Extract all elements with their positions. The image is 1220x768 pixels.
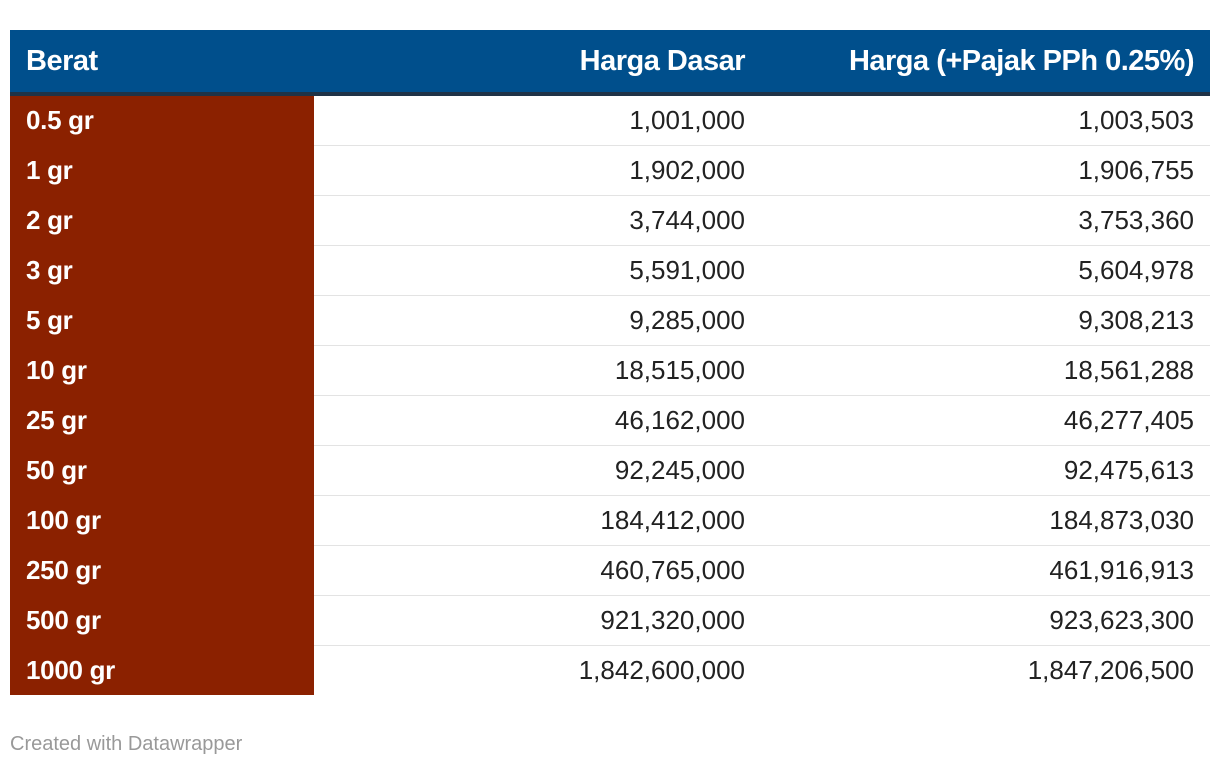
cell-weight: 1 gr — [10, 145, 314, 196]
cell-harga-pajak: 923,623,300 — [761, 595, 1210, 646]
table-row: 5 gr 9,285,000 9,308,213 — [10, 295, 1210, 346]
header-berat[interactable]: Berat — [10, 30, 314, 96]
cell-weight: 1000 gr — [10, 645, 314, 695]
table-header: Berat Harga Dasar Harga (+Pajak PPh 0.25… — [10, 30, 1210, 96]
table-body: 0.5 gr 1,001,000 1,003,503 1 gr 1,902,000 1,9… — [10, 94, 1210, 695]
cell-harga-dasar: 5,591,000 — [314, 245, 761, 296]
cell-weight: 0.5 gr — [10, 94, 314, 146]
cell-harga-dasar: 921,320,000 — [314, 595, 761, 646]
header-harga-pajak[interactable]: Harga (+Pajak PPh 0.25%) — [761, 30, 1210, 96]
cell-harga-dasar: 9,285,000 — [314, 295, 761, 346]
cell-harga-pajak: 1,003,503 — [761, 94, 1210, 146]
table-row: 10 gr 18,515,000 18,561,288 — [10, 345, 1210, 396]
cell-harga-pajak: 9,308,213 — [761, 295, 1210, 346]
cell-harga-dasar: 460,765,000 — [314, 545, 761, 596]
cell-harga-pajak: 1,847,206,500 — [1027, 655, 1194, 685]
cell-harga-pajak: 3,753,360 — [761, 195, 1210, 246]
cell-harga-dasar: 18,515,000 — [314, 345, 761, 396]
cell-weight: 25 gr — [10, 395, 314, 446]
cell-harga-dasar: 92,245,000 — [314, 445, 761, 496]
cell-weight: 5 gr — [10, 295, 314, 346]
header-row: Berat Harga Dasar Harga (+Pajak PPh 0.25… — [10, 30, 1210, 96]
cell-harga-dasar: 1,842,600,000 — [578, 655, 745, 685]
cell-weight: 3 gr — [10, 245, 314, 296]
cell-weight: 100 gr — [10, 495, 314, 546]
cell-harga-dasar: 1,902,000 — [314, 145, 761, 196]
cell-harga-dasar: 3,744,000 — [314, 195, 761, 246]
cell-harga-pajak: 92,475,613 — [761, 445, 1210, 496]
cell-harga-pajak: 1,906,755 — [761, 145, 1210, 196]
table-row: 0.5 gr 1,001,000 1,003,503 — [10, 94, 1210, 146]
cell-harga-pajak: 184,873,030 — [761, 495, 1210, 546]
cell-harga-dasar: 1,001,000 — [314, 94, 761, 146]
table-row: 50 gr 92,245,000 92,475,613 — [10, 445, 1210, 496]
table-row: 1000 gr 1,842,600,000 1,847,206,500 — [10, 645, 1210, 695]
price-table-container: Berat Harga Dasar Harga (+Pajak PPh 0.25… — [10, 30, 1210, 695]
cell-weight: 250 gr — [10, 545, 314, 596]
cell-weight: 10 gr — [10, 345, 314, 396]
table-row: 25 gr 46,162,000 46,277,405 — [10, 395, 1210, 446]
table-row: 500 gr 921,320,000 923,623,300 — [10, 595, 1210, 646]
cell-harga-pajak: 5,604,978 — [761, 245, 1210, 296]
cell-harga-pajak: 46,277,405 — [761, 395, 1210, 446]
cell-harga-dasar: 184,412,000 — [314, 495, 761, 546]
table-row: 1 gr 1,902,000 1,906,755 — [10, 145, 1210, 196]
cell-weight: 500 gr — [10, 595, 314, 646]
price-table: Berat Harga Dasar Harga (+Pajak PPh 0.25… — [10, 30, 1210, 695]
header-harga-dasar[interactable]: Harga Dasar — [314, 30, 761, 96]
datawrapper-credit[interactable]: Created with Datawrapper — [10, 733, 243, 755]
cell-harga-dasar: 46,162,000 — [314, 395, 761, 446]
cell-harga-pajak: 18,561,288 — [761, 345, 1210, 396]
table-row: 100 gr 184,412,000 184,873,030 — [10, 495, 1210, 546]
table-row: 3 gr 5,591,000 5,604,978 — [10, 245, 1210, 296]
cell-weight: 2 gr — [10, 195, 314, 246]
cell-weight: 50 gr — [10, 445, 314, 496]
table-row: 250 gr 460,765,000 461,916,913 — [10, 545, 1210, 596]
cell-harga-pajak: 461,916,913 — [761, 545, 1210, 596]
table-row: 2 gr 3,744,000 3,753,360 — [10, 195, 1210, 246]
